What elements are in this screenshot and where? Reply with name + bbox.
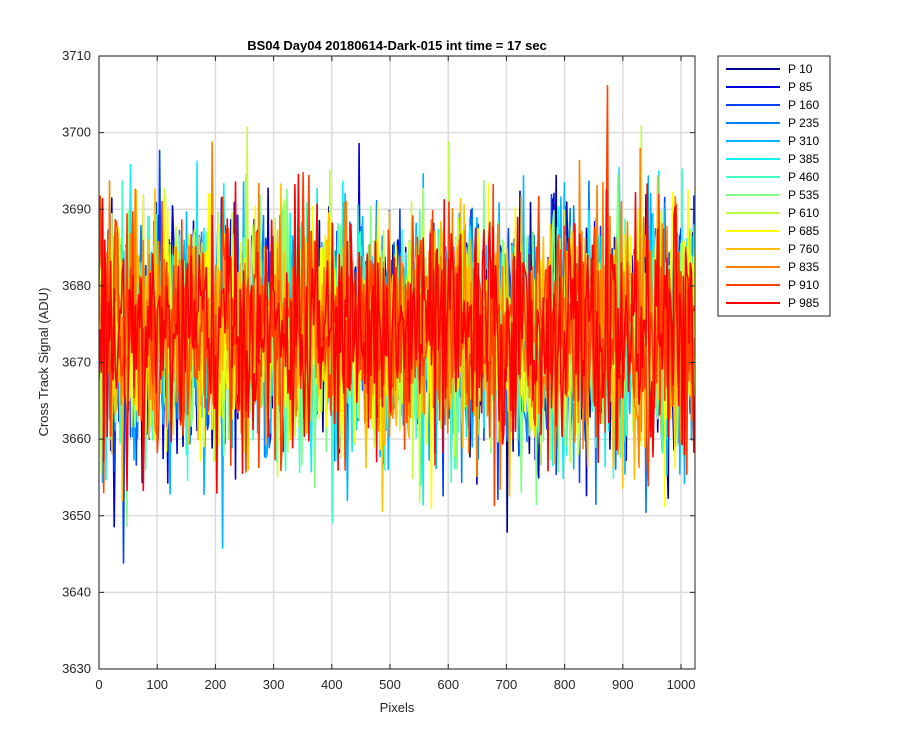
y-tick-label-2: 3650	[62, 508, 91, 523]
legend-label-p685: P 685	[788, 224, 819, 238]
legend-label-p610: P 610	[788, 206, 819, 220]
legend-label-p985: P 985	[788, 296, 819, 310]
legend-label-p535: P 535	[788, 188, 819, 202]
plot-lines	[99, 84, 695, 564]
series-line-p910	[99, 84, 695, 507]
legend-label-p385: P 385	[788, 152, 819, 166]
x-tick-label-2: 200	[205, 677, 227, 692]
legend-box	[717, 55, 831, 317]
legend-label-p760: P 760	[788, 242, 819, 256]
x-axis-label: Pixels	[380, 700, 415, 715]
x-tick-label-5: 500	[379, 677, 401, 692]
y-tick-label-1: 3640	[62, 584, 91, 599]
x-tick-label-7: 700	[496, 677, 518, 692]
chart-title: BS04 Day04 20180614-Dark-015 int time = …	[247, 38, 547, 53]
legend: P 10 P 85 P 160 P 235 P 310 P 385 P 460 P 535 P …	[717, 55, 831, 317]
y-axis: 3630 3640 3650 3660 3670 3680 3690 3700 3710	[62, 48, 695, 676]
x-axis: 0 100 200 300 400 500 600 700 800 900 1000	[95, 56, 695, 692]
y-axis-label: Cross Track Signal (ADU)	[36, 288, 51, 437]
legend-label-p85: P 85	[788, 80, 813, 94]
y-tick-label-6: 3690	[62, 201, 91, 216]
x-tick-label-10: 1000	[667, 677, 696, 692]
y-tick-label-8: 3710	[62, 48, 91, 63]
legend-label-p910: P 910	[788, 278, 819, 292]
series-line-p985	[99, 173, 695, 494]
x-tick-label-9: 900	[612, 677, 634, 692]
x-tick-label-8: 800	[554, 677, 576, 692]
x-tick-label-3: 300	[263, 677, 285, 692]
y-tick-label-4: 3670	[62, 355, 91, 370]
y-tick-label-7: 3700	[62, 125, 91, 140]
y-tick-label-3: 3660	[62, 431, 91, 446]
x-tick-label-1: 100	[146, 677, 168, 692]
x-tick-label-6: 600	[437, 677, 459, 692]
legend-label-p160: P 160	[788, 98, 819, 112]
x-tick-label-4: 400	[321, 677, 343, 692]
x-tick-label-0: 0	[95, 677, 102, 692]
y-tick-label-5: 3680	[62, 278, 91, 293]
legend-label-p235: P 235	[788, 116, 819, 130]
legend-label-p10: P 10	[788, 62, 813, 76]
y-tick-label-0: 3630	[62, 661, 91, 676]
legend-label-p460: P 460	[788, 170, 819, 184]
legend-label-p310: P 310	[788, 134, 819, 148]
legend-label-p835: P 835	[788, 260, 819, 274]
